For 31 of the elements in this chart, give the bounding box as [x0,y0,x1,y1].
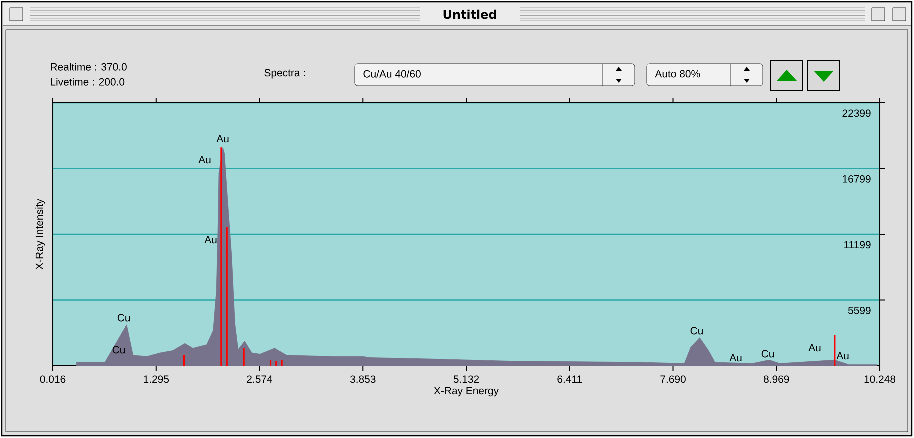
annotation: Au [204,236,217,244]
text: Realtime : 370.0 [51,63,127,71]
y-tick-label: 16799 [843,175,871,183]
annotation: Au [198,156,211,164]
annotation: Cu [112,346,125,354]
y-tick-label: 22399 [842,110,871,118]
annotation: Au [808,344,821,352]
x-tick-label: 6.411 [558,376,582,384]
annotation: Cu [690,327,703,335]
y-tick-label: 11199 [844,241,871,249]
text: Spectra : [264,69,306,79]
annotation: Au [216,135,229,143]
text: Livetime : 200.0 [51,78,125,86]
text: Auto 80% [655,70,700,78]
x-tick-label: 1.295 [144,376,170,384]
text: Cu/Au 40/60 [364,70,421,78]
y-tick-label: 5599 [848,306,871,314]
annotation: Au [836,352,849,360]
chart-title: Untitled [444,10,496,20]
annotation: Cu [118,314,130,322]
x-tick-label: 7.690 [660,376,686,384]
x-tick-label: 3.853 [350,376,376,384]
annotation: Au [730,354,742,362]
annotation: Cu [762,350,774,358]
x-tick-label: 8.969 [764,376,790,384]
x-tick-label: 0.016 [40,376,66,384]
x-axis-title: X-Ray Energy [434,387,500,397]
y-axis-title: X-Ray Intensity [36,199,46,270]
x-tick-label: 2.574 [247,376,273,384]
x-tick-label: 10.248 [864,376,896,384]
x-tick-label: 5.132 [454,376,480,384]
